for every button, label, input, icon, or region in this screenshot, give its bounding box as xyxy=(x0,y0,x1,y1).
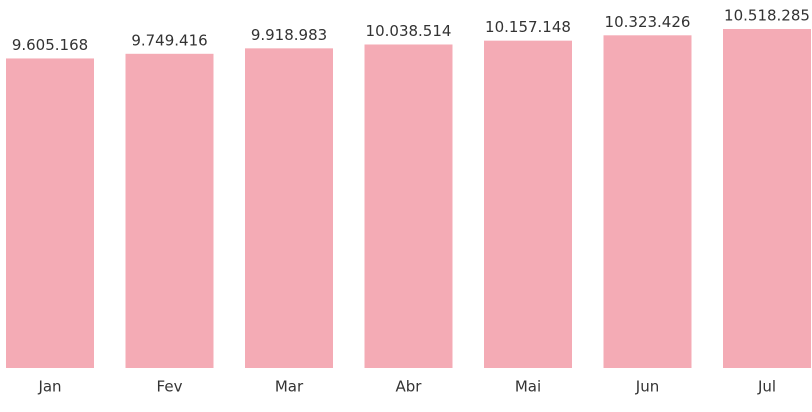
x-tick-label: Jul xyxy=(757,378,776,396)
value-label: 10.323.426 xyxy=(605,13,691,31)
x-tick-label: Mar xyxy=(275,378,304,396)
value-label: 10.518.285 xyxy=(724,7,810,25)
bar xyxy=(245,48,333,369)
value-label: 9.605.168 xyxy=(12,36,88,54)
x-tick-label: Mai xyxy=(515,378,541,396)
bar xyxy=(603,35,692,368)
x-tick-label: Fev xyxy=(157,378,183,396)
bar xyxy=(723,29,811,369)
value-label: 9.749.416 xyxy=(131,31,207,49)
value-label: 9.918.983 xyxy=(251,26,327,44)
value-label: 10.038.514 xyxy=(366,22,452,40)
bar xyxy=(484,40,572,369)
x-tick-label: Abr xyxy=(396,378,423,396)
bar xyxy=(125,53,214,368)
x-tick-label: Jun xyxy=(635,378,659,396)
x-tick-label: Jan xyxy=(37,378,61,396)
bar xyxy=(364,44,453,368)
bar xyxy=(6,58,94,368)
value-label: 10.157.148 xyxy=(485,18,571,36)
